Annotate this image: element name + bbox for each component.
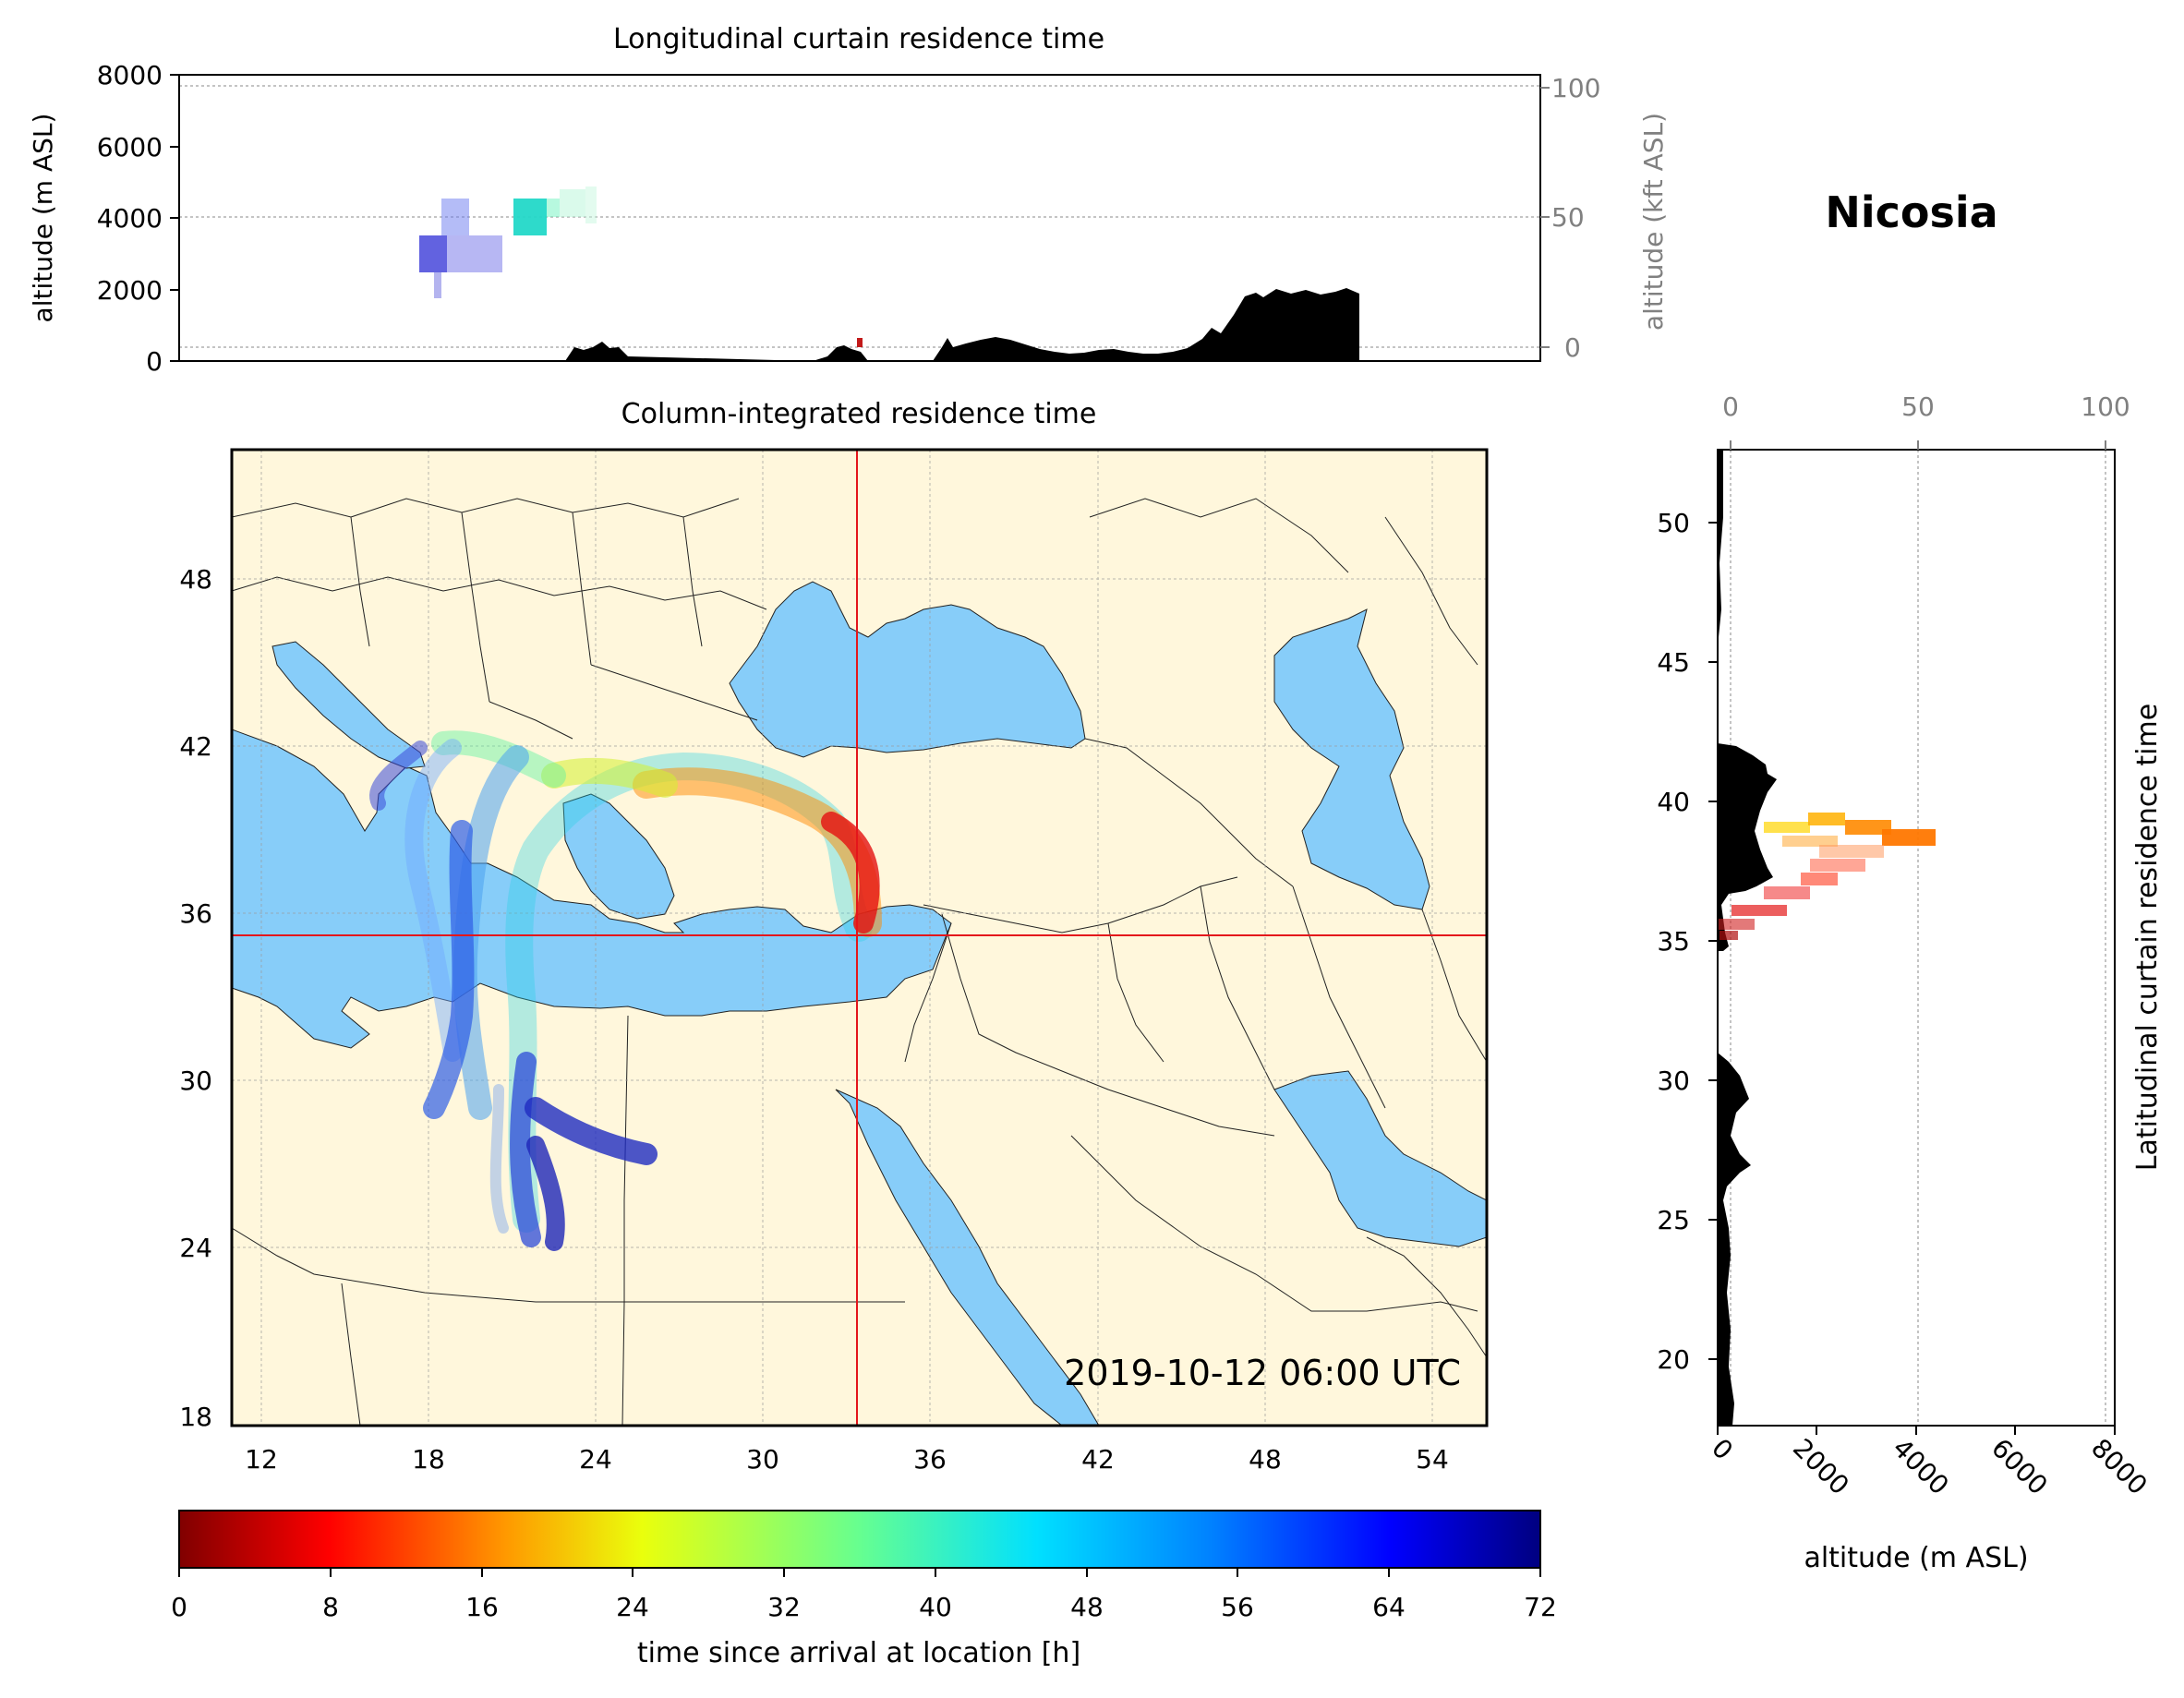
top-right-ytick-label: 50	[1551, 202, 1585, 233]
map-xtick-label: 30	[746, 1444, 779, 1475]
top-residence-blobs	[419, 187, 863, 347]
top-ytick-label: 4000	[97, 203, 163, 234]
colorbar-tick-label: 24	[616, 1592, 649, 1622]
top-ytick-label: 6000	[97, 132, 163, 163]
top-ytick-label: 0	[146, 346, 163, 377]
water-bodies	[232, 581, 1487, 1426]
right-xtick-label: 2000	[1787, 1433, 1855, 1501]
right-top-xtick-label: 100	[2081, 391, 2130, 422]
longitudinal-curtain-panel: Longitudinal curtain residence time	[28, 23, 1669, 377]
right-ytick-label: 35	[1657, 926, 1690, 957]
right-yticks: 20 25 30 35 40 45 50	[1657, 508, 1718, 1375]
right-ytick-label: 45	[1657, 647, 1690, 678]
right-top-xtick-label: 50	[1901, 391, 1935, 422]
top-right-yticks: 0 50 100	[1540, 73, 1600, 363]
map-xtick-label: 12	[245, 1444, 278, 1475]
colorbar-tick-label: 72	[1524, 1592, 1557, 1622]
map-xtick-label: 18	[412, 1444, 445, 1475]
map-ytick-label: 36	[179, 898, 212, 929]
map-xticks: 12 18 24 30 36 42 48 54	[245, 1444, 1449, 1475]
right-panel-xlabel: altitude (m ASL)	[1804, 1542, 2028, 1574]
black-sea	[729, 581, 1086, 758]
country-borders	[232, 498, 1487, 1426]
colorbar-tick-label: 32	[767, 1592, 801, 1622]
right-terrain	[1718, 450, 1777, 1426]
map-ytick-label: 48	[179, 564, 212, 595]
top-panel-title: Longitudinal curtain residence time	[613, 23, 1104, 55]
right-top-xtick-label: 0	[1722, 391, 1739, 422]
right-ytick-label: 25	[1657, 1205, 1690, 1235]
mediterranean-sea	[232, 729, 952, 1049]
right-residence-bars	[1718, 813, 1936, 940]
colorbar-tick-label: 56	[1221, 1592, 1254, 1622]
colorbar-tick-label: 48	[1070, 1592, 1104, 1622]
top-ytick-label: 8000	[97, 60, 163, 90]
colorbar-tick-label: 16	[465, 1592, 499, 1622]
colorbar-tick-label: 0	[171, 1592, 187, 1622]
map-panel-title: Column-integrated residence time	[621, 398, 1097, 430]
top-terrain	[565, 288, 1359, 361]
timestamp-label: 2019-10-12 06:00 UTC	[1064, 1353, 1461, 1393]
colorbar-tick-label: 64	[1372, 1592, 1406, 1622]
map-ytick-label: 24	[179, 1233, 212, 1263]
caspian-sea	[1273, 608, 1430, 910]
top-right-ytick-label: 100	[1551, 73, 1600, 103]
colorbar: 0 8 16 24 32 40 48 56 64 72 time since a…	[171, 1510, 1557, 1669]
colorbar-ticks	[178, 1568, 1541, 1577]
right-panel-frame	[1717, 449, 2116, 1427]
map-panel: Column-integrated residence time	[179, 398, 1489, 1475]
red-sea	[835, 1089, 1100, 1426]
map-xtick-label: 48	[1249, 1444, 1282, 1475]
latitudinal-curtain-panel: 0 50 100 20 25 30 35 40 45 50 0	[1657, 391, 2164, 1574]
station-name: Nicosia	[1825, 187, 1997, 237]
right-top-xticks: 0 50 100	[1722, 391, 2130, 450]
aegean-sea	[562, 793, 675, 920]
top-right-ytick-label: 0	[1564, 332, 1581, 363]
adriatic-sea	[271, 641, 426, 769]
map-frame	[230, 448, 1489, 1427]
right-panel-gridlines	[1730, 450, 2106, 1426]
map-ytick-label: 18	[179, 1402, 212, 1432]
map-xtick-label: 42	[1081, 1444, 1115, 1475]
map-ytick-label: 42	[179, 731, 212, 762]
right-ytick-label: 30	[1657, 1066, 1690, 1096]
map-xtick-label: 36	[913, 1444, 947, 1475]
right-ytick-label: 50	[1657, 508, 1690, 538]
station-crosshair	[232, 450, 1487, 1426]
persian-gulf	[1273, 1070, 1487, 1247]
colorbar-tick-label: 8	[322, 1592, 339, 1622]
colorbar-ramp	[178, 1510, 1541, 1569]
right-xtick-label: 0	[1706, 1433, 1739, 1466]
map-xtick-label: 54	[1416, 1444, 1449, 1475]
top-left-yticks: 0 2000 4000 6000 8000	[97, 60, 179, 377]
right-xticks: 0 2000 4000 6000 8000	[1706, 1426, 2154, 1500]
colorbar-label: time since arrival at location [h]	[637, 1637, 1080, 1669]
right-xtick-label: 8000	[2085, 1433, 2154, 1501]
top-ytick-label: 2000	[97, 275, 163, 306]
colorbar-tick-label: 40	[919, 1592, 952, 1622]
trajectory-plume	[369, 730, 882, 1251]
map-yticks: 18 24 30 36 42 48	[179, 564, 212, 1432]
right-panel-ylabel: Latitudinal curtain residence time	[2131, 704, 2164, 1171]
map-ytick-label: 30	[179, 1066, 212, 1096]
top-panel-ylabel: altitude (m ASL)	[28, 114, 58, 323]
right-xtick-label: 6000	[1985, 1433, 2054, 1501]
right-ytick-label: 40	[1657, 787, 1690, 817]
right-ytick-label: 20	[1657, 1344, 1690, 1375]
top-panel-ylabel-right: altitude (kft ASL)	[1638, 113, 1669, 331]
right-xtick-label: 4000	[1887, 1433, 1955, 1501]
map-xtick-label: 24	[579, 1444, 612, 1475]
colorbar-tick-labels: 0 8 16 24 32 40 48 56 64 72	[171, 1592, 1557, 1622]
